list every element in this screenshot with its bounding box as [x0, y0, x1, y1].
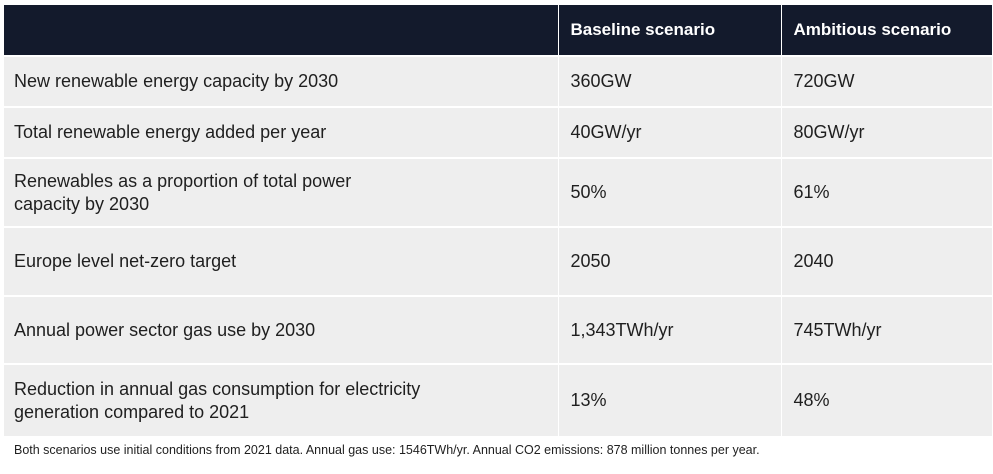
table-row: Europe level net-zero target 2050 2040	[4, 226, 992, 296]
row-label-text: Europe level net-zero target	[14, 251, 237, 271]
table-row: Total renewable energy added per year 40…	[4, 106, 992, 158]
baseline-value: 50%	[557, 157, 781, 227]
baseline-value: 13%	[557, 363, 781, 436]
table-row: Annual power sector gas use by 2030 1,34…	[4, 295, 992, 364]
row-label-text: Total renewable energy added per year	[14, 122, 327, 142]
baseline-value: 40GW/yr	[557, 106, 781, 158]
row-label: Reduction in annual gas consumption for …	[4, 363, 558, 436]
table-row: Renewables as a proportion of total powe…	[4, 157, 992, 227]
ambitious-value: 61%	[780, 157, 992, 227]
header-row: Baseline scenario Ambitious scenario	[4, 5, 992, 56]
table-body: New renewable energy capacity by 2030 36…	[4, 55, 992, 436]
baseline-value: 360GW	[557, 55, 781, 107]
ambitious-value: 2040	[780, 226, 992, 296]
row-label-text: Annual power sector gas use by 2030	[14, 319, 316, 340]
baseline-value: 2050	[557, 226, 781, 296]
row-label: Renewables as a proportion of total powe…	[4, 157, 558, 227]
row-label: New renewable energy capacity by 2030	[4, 55, 558, 107]
row-label-text: Reduction in annual gas consumption for …	[14, 378, 421, 422]
header-ambitious-scenario: Ambitious scenario	[780, 5, 992, 56]
ambitious-value: 48%	[780, 363, 992, 436]
ambitious-value: 720GW	[780, 55, 992, 107]
ambitious-value: 80GW/yr	[780, 106, 992, 158]
scenario-table: Baseline scenario Ambitious scenario New…	[4, 5, 992, 436]
table-header: Baseline scenario Ambitious scenario	[4, 5, 992, 56]
row-label: Annual power sector gas use by 2030	[4, 295, 558, 364]
row-label: Total renewable energy added per year	[4, 106, 558, 158]
table-row: Reduction in annual gas consumption for …	[4, 363, 992, 436]
footnote: Both scenarios use initial conditions fr…	[14, 443, 760, 457]
row-label: Europe level net-zero target	[4, 226, 558, 296]
row-label-text: New renewable energy capacity by 2030	[14, 71, 339, 91]
baseline-value: 1,343TWh/yr	[557, 295, 781, 364]
header-empty-cell	[4, 5, 558, 56]
ambitious-value: 745TWh/yr	[780, 295, 992, 364]
header-baseline-scenario: Baseline scenario	[557, 5, 781, 56]
table-row: New renewable energy capacity by 2030 36…	[4, 55, 992, 107]
row-label-text: Renewables as a proportion of total powe…	[14, 170, 352, 214]
